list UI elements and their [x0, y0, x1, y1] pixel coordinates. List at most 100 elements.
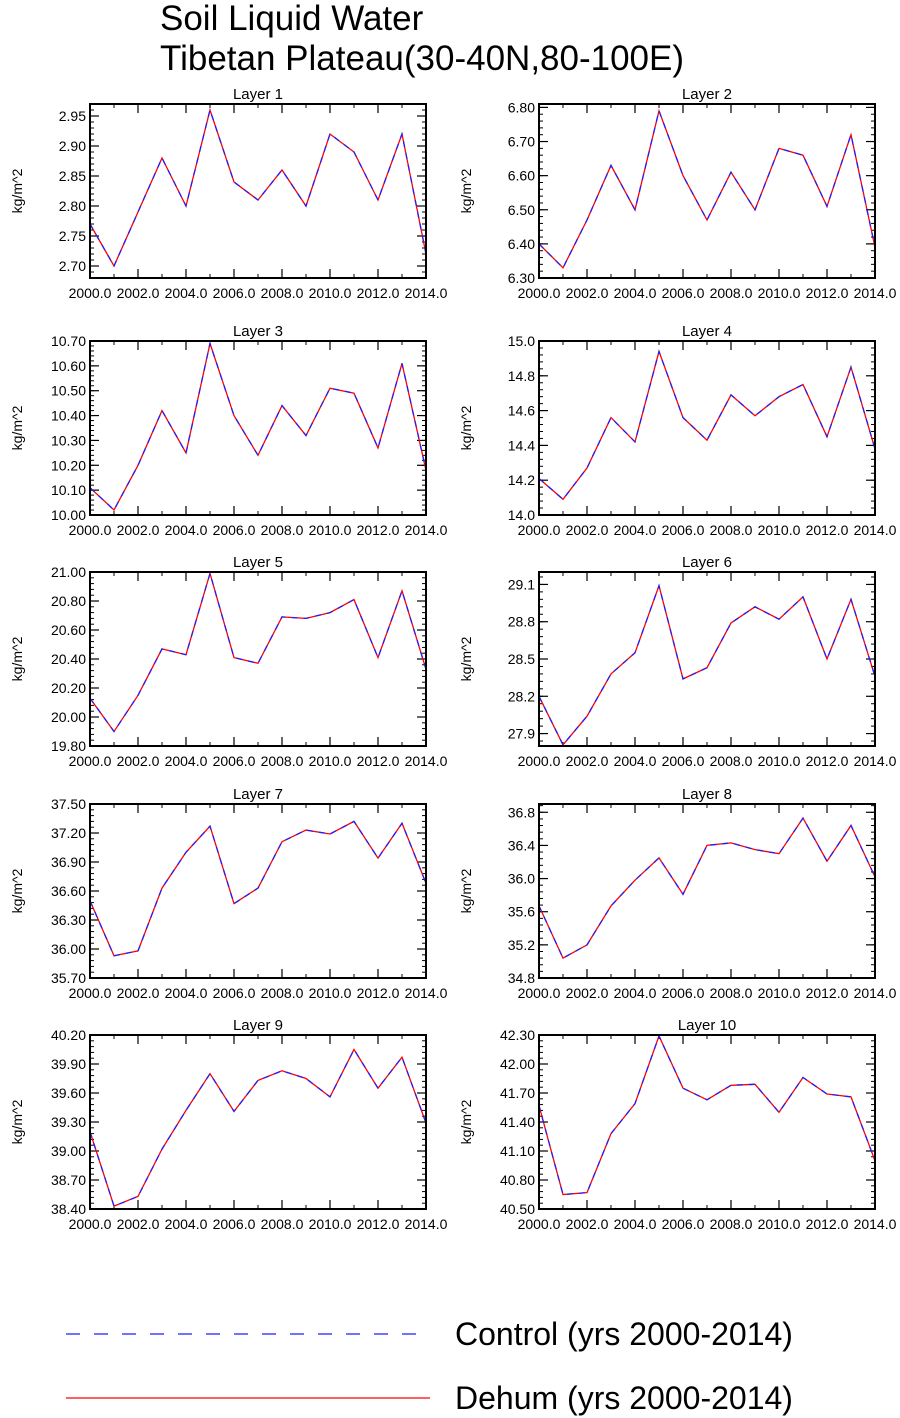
x-tick-label: 2004.0	[165, 1216, 208, 1232]
chart-panel-3: Layer 3 kg/m^2 2000.0 2002.0 2004.0 2006.0 200…	[9, 323, 448, 538]
chart-title: Layer 6	[682, 554, 732, 571]
figure-title-line-1: Soil Liquid Water	[160, 0, 424, 38]
y-tick-label: 6.80	[508, 99, 535, 115]
chart-panel-1: Layer 1 kg/m^2 2000.0 2002.0 2004.0 2006.0 200…	[9, 86, 448, 301]
x-tick-label: 2014.0	[854, 285, 897, 301]
y-tick-label: 10.60	[51, 358, 86, 374]
chart-panel-9: Layer 9 kg/m^2 2000.0 2002.0 2004.0 2006.0 200…	[9, 1017, 448, 1232]
y-tick-label: 35.70	[51, 970, 86, 986]
x-tick-label: 2010.0	[309, 1216, 352, 1232]
y-tick-label: 10.30	[51, 432, 86, 448]
y-tick-label: 10.00	[51, 507, 86, 523]
x-tick-label: 2002.0	[566, 985, 609, 1001]
x-tick-label: 2006.0	[662, 285, 705, 301]
y-tick-label: 28.8	[508, 614, 535, 630]
x-tick-label: 2014.0	[405, 1216, 448, 1232]
y-tick-label: 10.20	[51, 457, 86, 473]
x-tick-label: 2010.0	[309, 753, 352, 769]
series-line-control	[538, 349, 876, 501]
y-tick-label: 2.95	[59, 108, 86, 124]
y-tick-label: 41.40	[500, 1114, 535, 1130]
y-tick-label: 10.40	[51, 408, 86, 424]
chart-title: Layer 3	[233, 323, 283, 340]
x-tick-label: 2012.0	[357, 753, 400, 769]
y-tick-label: 36.00	[51, 941, 86, 957]
series-line-dehum	[538, 816, 876, 960]
x-tick-label: 2002.0	[117, 985, 160, 1001]
x-tick-label: 2000.0	[518, 985, 561, 1001]
x-tick-label: 2000.0	[69, 985, 112, 1001]
y-tick-label: 20.40	[51, 651, 86, 667]
y-tick-label: 36.60	[51, 883, 86, 899]
series-line-control	[538, 108, 876, 269]
y-tick-label: 29.1	[508, 576, 535, 592]
x-tick-label: 2012.0	[806, 753, 849, 769]
y-tick-label: 20.80	[51, 593, 86, 609]
x-tick-label: 2012.0	[357, 1216, 400, 1232]
series-line-dehum	[538, 349, 876, 501]
series-line-control	[89, 107, 427, 268]
y-axis-label: kg/m^2	[9, 168, 25, 213]
series-line-control	[538, 816, 876, 960]
y-tick-label: 6.70	[508, 134, 535, 150]
x-tick-label: 2004.0	[614, 985, 657, 1001]
x-tick-label: 2008.0	[261, 985, 304, 1001]
x-tick-label: 2006.0	[213, 753, 256, 769]
x-tick-label: 2006.0	[662, 1216, 705, 1232]
x-tick-label: 2010.0	[758, 522, 801, 538]
x-tick-label: 2010.0	[309, 985, 352, 1001]
y-tick-label: 2.80	[59, 198, 86, 214]
x-tick-label: 2012.0	[357, 985, 400, 1001]
y-tick-label: 21.00	[51, 564, 86, 580]
x-tick-label: 2014.0	[854, 1216, 897, 1232]
plot-frame	[538, 1034, 876, 1210]
x-tick-label: 2000.0	[518, 285, 561, 301]
plot-frame	[89, 571, 427, 747]
plot-frame	[89, 103, 427, 279]
chart-panel-8: Layer 8 kg/m^2 2000.0 2002.0 2004.0 2006.0 200…	[458, 786, 897, 1001]
y-tick-label: 15.0	[508, 333, 535, 349]
chart-title: Layer 8	[682, 786, 732, 803]
y-tick-label: 36.8	[508, 804, 535, 820]
x-tick-label: 2002.0	[566, 285, 609, 301]
series-line-control	[538, 583, 876, 746]
y-axis-label: kg/m^2	[458, 636, 474, 681]
x-tick-label: 2004.0	[614, 753, 657, 769]
series-line-dehum	[89, 107, 427, 268]
series-line-dehum	[89, 1048, 427, 1207]
x-tick-label: 2006.0	[213, 285, 256, 301]
chart-title: Layer 9	[233, 1017, 283, 1034]
series-line-control	[538, 1034, 876, 1196]
y-tick-label: 14.8	[508, 368, 535, 384]
x-tick-label: 2008.0	[261, 285, 304, 301]
x-tick-label: 2014.0	[405, 522, 448, 538]
x-tick-label: 2014.0	[854, 753, 897, 769]
y-tick-label: 39.00	[51, 1143, 86, 1159]
x-tick-label: 2004.0	[165, 285, 208, 301]
y-tick-label: 38.70	[51, 1172, 86, 1188]
y-tick-label: 20.20	[51, 680, 86, 696]
x-tick-label: 2014.0	[854, 985, 897, 1001]
y-tick-label: 14.0	[508, 507, 535, 523]
y-tick-label: 2.90	[59, 138, 86, 154]
plot-frame	[538, 340, 876, 516]
x-tick-label: 2014.0	[405, 985, 448, 1001]
y-tick-label: 14.4	[508, 437, 535, 453]
y-tick-label: 14.6	[508, 403, 535, 419]
chart-panel-5: Layer 5 kg/m^2 2000.0 2002.0 2004.0 2006.0 200…	[9, 554, 448, 769]
y-tick-label: 10.70	[51, 333, 86, 349]
x-tick-label: 2010.0	[758, 285, 801, 301]
y-tick-label: 27.9	[508, 726, 535, 742]
chart-title: Layer 2	[682, 86, 732, 103]
y-tick-label: 39.30	[51, 1114, 86, 1130]
x-tick-label: 2002.0	[566, 522, 609, 538]
y-tick-label: 40.20	[51, 1027, 86, 1043]
x-tick-label: 2000.0	[69, 753, 112, 769]
y-tick-label: 36.30	[51, 912, 86, 928]
x-tick-label: 2004.0	[614, 285, 657, 301]
x-tick-label: 2004.0	[165, 522, 208, 538]
y-tick-label: 41.70	[500, 1085, 535, 1101]
x-tick-label: 2002.0	[566, 753, 609, 769]
plot-frame	[538, 571, 876, 747]
y-tick-label: 2.75	[59, 228, 86, 244]
